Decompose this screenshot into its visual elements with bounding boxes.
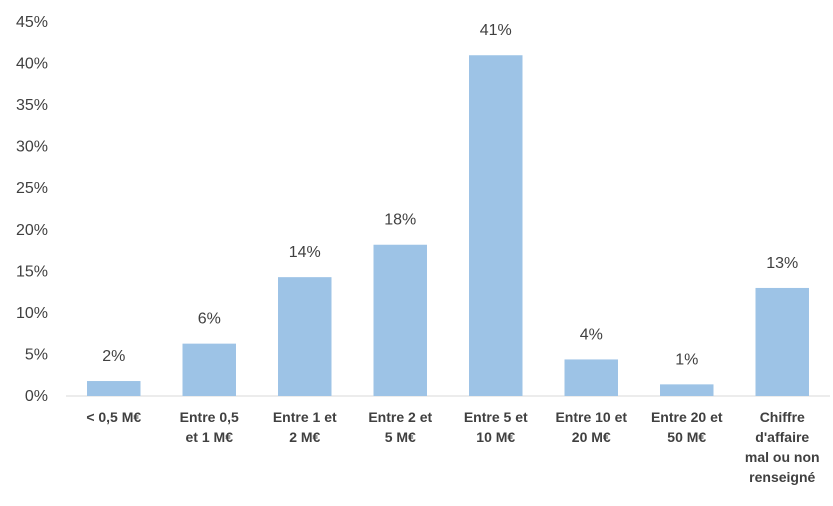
bar — [755, 287, 809, 396]
x-tick-label: Chiffre d'affaire mal ou non renseigné — [745, 409, 820, 485]
y-tick-label: 30% — [16, 139, 48, 156]
y-tick-label: 20% — [16, 222, 48, 239]
x-tick-label-line: 5 M€ — [385, 429, 416, 445]
bar — [660, 384, 714, 396]
data-label: 4% — [580, 326, 603, 343]
x-tick-label-line: renseigné — [749, 469, 815, 485]
x-axis-labels: < 0,5 M€ Entre 0,5 et 1 M€Entre 1 et 2 M€En… — [86, 409, 819, 485]
y-tick-label: 35% — [16, 97, 48, 114]
y-tick-label: 45% — [16, 14, 48, 31]
x-tick-label-line: d'affaire — [755, 429, 809, 445]
data-label: 1% — [675, 351, 698, 368]
y-tick-label: 10% — [16, 305, 48, 322]
bar — [373, 244, 427, 396]
x-tick-label: Entre 5 et 10 M€ — [464, 409, 528, 445]
x-tick-label-line: Entre 5 et — [464, 409, 528, 425]
y-tick-label: 25% — [16, 180, 48, 197]
x-tick-label: Entre 1 et 2 M€ — [273, 409, 337, 445]
x-tick-label-line: Entre 0,5 — [180, 409, 239, 425]
y-tick-label: 0% — [25, 388, 48, 405]
x-tick-label: Entre 20 et 50 M€ — [651, 409, 723, 445]
x-tick-label-line: Chiffre — [760, 409, 805, 425]
bar — [87, 381, 141, 396]
x-tick-label: Entre 10 et 20 M€ — [555, 409, 627, 445]
y-tick-label: 5% — [25, 346, 48, 363]
x-tick-label-line: < 0,5 M€ — [86, 409, 141, 425]
data-label: 2% — [102, 348, 125, 365]
data-label: 6% — [198, 311, 221, 328]
x-tick-label-line: 10 M€ — [476, 429, 515, 445]
bar — [278, 277, 332, 396]
x-tick-label-line: 50 M€ — [667, 429, 706, 445]
y-tick-label: 40% — [16, 56, 48, 73]
x-tick-label-line: 20 M€ — [572, 429, 611, 445]
x-tick-label: Entre 2 et 5 M€ — [368, 409, 432, 445]
x-tick-label-line: Entre 2 et — [368, 409, 432, 425]
x-tick-label-line: Entre 20 et — [651, 409, 723, 425]
x-tick-label-line: et 1 M€ — [186, 429, 234, 445]
bar — [564, 359, 618, 396]
x-tick-label-line: mal ou non — [745, 449, 820, 465]
y-tick-label: 15% — [16, 263, 48, 280]
data-label: 14% — [289, 244, 321, 261]
data-label: 18% — [384, 212, 416, 229]
bars — [87, 55, 809, 396]
x-tick-label-line: Entre 1 et — [273, 409, 337, 425]
y-axis-ticks: 0% 5% 10% 15% 20% 25% 30% 35% 40% 45% — [16, 14, 48, 405]
data-labels: 2% 6% 14% 18% 41% 4% 1% 13% — [102, 22, 798, 368]
x-tick-label: < 0,5 M€ — [86, 409, 141, 425]
data-label: 13% — [766, 255, 798, 272]
bar — [182, 343, 236, 396]
bar — [469, 55, 523, 396]
x-tick-label-line: Entre 10 et — [555, 409, 627, 425]
data-label: 41% — [480, 22, 512, 39]
x-tick-label-line: 2 M€ — [289, 429, 320, 445]
x-tick-label: Entre 0,5 et 1 M€ — [180, 409, 239, 445]
